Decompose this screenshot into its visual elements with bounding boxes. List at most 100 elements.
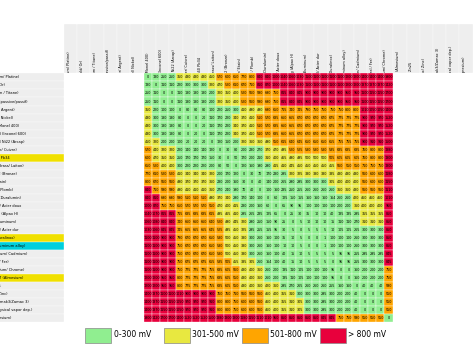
Bar	[280, 81, 288, 89]
Bar	[184, 242, 192, 250]
Text: 250: 250	[169, 76, 175, 79]
Text: 510: 510	[185, 196, 191, 200]
Bar	[208, 153, 216, 161]
Text: 535: 535	[217, 260, 223, 264]
Bar	[296, 161, 304, 169]
Text: 320: 320	[209, 84, 215, 87]
Bar	[216, 258, 224, 266]
Text: 490: 490	[265, 140, 272, 144]
Text: 95: 95	[330, 276, 335, 280]
Text: 525: 525	[217, 228, 223, 232]
Text: Mild steel / Acier doux: Mild steel / Acier doux	[277, 51, 282, 91]
Bar	[320, 250, 328, 258]
Bar	[192, 210, 200, 218]
Text: 265: 265	[297, 284, 303, 288]
Text: 1150: 1150	[376, 92, 385, 95]
Text: 105: 105	[345, 228, 352, 232]
Bar	[168, 194, 176, 202]
Bar	[353, 210, 360, 218]
Text: 160: 160	[249, 164, 255, 168]
Text: 610: 610	[153, 172, 159, 176]
Bar	[168, 234, 176, 242]
Bar	[256, 314, 264, 322]
Bar	[296, 314, 304, 322]
Bar	[264, 290, 272, 298]
Bar	[144, 137, 152, 145]
Text: 370: 370	[241, 132, 247, 136]
Text: Mg (Magnesium): Mg (Magnesium)	[0, 316, 11, 320]
Bar	[280, 274, 288, 282]
Text: 100: 100	[273, 252, 280, 256]
Text: 675: 675	[185, 260, 191, 264]
Text: 100: 100	[329, 236, 336, 240]
Text: 600: 600	[241, 300, 247, 304]
Text: 320: 320	[241, 140, 247, 144]
Bar	[296, 185, 304, 194]
Text: 1050: 1050	[368, 108, 377, 111]
Text: 100: 100	[313, 268, 319, 272]
Text: 300: 300	[313, 292, 319, 296]
Bar	[0, 121, 64, 129]
Text: 900: 900	[161, 252, 167, 256]
Bar	[360, 177, 368, 185]
Text: Sn (Tin/ Etain): Sn (Tin/ Etain)	[0, 180, 7, 184]
Text: Al Mg5 (Duralinox): Al Mg5 (Duralinox)	[0, 236, 15, 240]
Text: 200: 200	[337, 292, 344, 296]
Text: 350: 350	[169, 156, 175, 160]
Text: 100: 100	[273, 260, 280, 264]
Bar	[353, 73, 360, 81]
Text: 800: 800	[249, 76, 255, 79]
Bar	[256, 89, 264, 97]
Text: 635: 635	[201, 212, 207, 216]
Text: 1: 1	[323, 236, 326, 240]
Text: 900: 900	[169, 236, 175, 240]
Bar	[176, 298, 184, 306]
Bar	[192, 137, 200, 145]
Bar	[304, 185, 312, 194]
Text: 170: 170	[217, 116, 223, 119]
Bar	[360, 210, 368, 218]
Text: 0: 0	[379, 292, 382, 296]
Bar	[320, 97, 328, 105]
Bar	[168, 306, 176, 314]
Bar	[176, 250, 184, 258]
Bar	[320, 298, 328, 306]
Text: 155: 155	[265, 228, 272, 232]
Bar	[312, 274, 320, 282]
Text: 470: 470	[153, 156, 159, 160]
Text: 400: 400	[249, 276, 255, 280]
Bar	[232, 121, 240, 129]
Text: 970: 970	[377, 124, 383, 128]
Text: 320: 320	[217, 92, 223, 95]
Text: 815: 815	[169, 212, 175, 216]
Text: Pb (Lead / Plomb): Pb (Lead / Plomb)	[0, 188, 13, 192]
Text: 1380: 1380	[384, 148, 393, 152]
Text: Au (Gold/ Or): Au (Gold/ Or)	[80, 60, 84, 82]
Text: 360: 360	[209, 180, 215, 184]
Text: 355: 355	[281, 308, 288, 312]
Bar	[208, 97, 216, 105]
Bar	[304, 298, 312, 306]
Bar	[256, 258, 264, 266]
Text: 660: 660	[193, 220, 200, 224]
Text: Cr (Chromium/ Chrome): Cr (Chromium/ Chrome)	[0, 268, 25, 272]
Text: Al10 Sn60 Pb34: Al10 Sn60 Pb34	[0, 156, 10, 160]
Bar	[345, 145, 353, 153]
Text: 160: 160	[257, 204, 264, 208]
Bar	[216, 266, 224, 274]
Text: 295: 295	[361, 252, 368, 256]
Text: 295: 295	[281, 172, 288, 176]
Bar	[160, 226, 168, 234]
Bar	[208, 185, 216, 194]
Bar	[328, 81, 337, 89]
Text: Al PVD (Physical vapor dep.): Al PVD (Physical vapor dep.)	[0, 308, 33, 312]
Bar	[272, 177, 280, 185]
Bar	[256, 266, 264, 274]
Text: 950: 950	[161, 276, 167, 280]
Text: 800: 800	[225, 300, 231, 304]
Text: 660: 660	[281, 124, 288, 128]
Bar	[176, 314, 184, 322]
Text: 500: 500	[305, 156, 311, 160]
Text: Cu (Copper/ Cuivre): Cu (Copper/ Cuivre)	[0, 148, 17, 152]
Bar	[272, 121, 280, 129]
